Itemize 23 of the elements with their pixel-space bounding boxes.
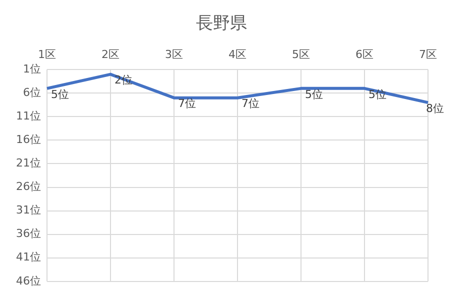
x-tick-label: 6区 xyxy=(356,48,374,61)
y-tick-label: 11位 xyxy=(16,110,41,123)
y-tick-label: 46位 xyxy=(16,274,41,288)
y-tick-label: 16位 xyxy=(16,133,41,146)
x-tick-label: 2区 xyxy=(102,48,120,61)
x-tick-label: 3区 xyxy=(165,48,183,61)
x-tick-label: 4区 xyxy=(228,48,246,61)
x-tick-label: 1区 xyxy=(38,48,56,61)
x-tick-label: 7区 xyxy=(419,48,437,61)
text: 7位 xyxy=(178,97,196,110)
text: 5位 xyxy=(305,88,323,101)
text: 7位 xyxy=(242,97,260,110)
x-tick-label: 5区 xyxy=(292,48,310,61)
text: 5位 xyxy=(50,88,69,101)
chart-title: 長野県 xyxy=(196,14,247,34)
text: 8位 xyxy=(426,102,444,115)
y-tick-label: 6位 xyxy=(22,86,41,99)
y-tick-label: 1位 xyxy=(22,62,41,76)
y-tick-label: 21位 xyxy=(16,156,41,170)
y-tick-label: 36位 xyxy=(16,227,41,240)
y-tick-label: 31位 xyxy=(16,204,41,217)
y-tick-label: 26位 xyxy=(16,180,41,194)
y-tick-label: 41位 xyxy=(16,250,41,264)
